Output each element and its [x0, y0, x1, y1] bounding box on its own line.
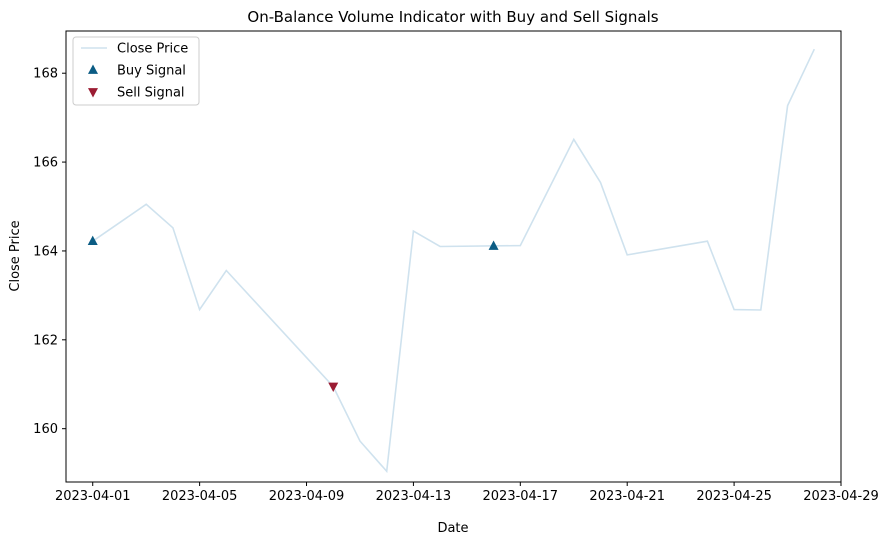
y-tick-label: 162 — [33, 333, 58, 348]
x-axis: 2023-04-01 2023-04-05 2023-04-09 2023-04-13… — [55, 482, 879, 504]
plot-area — [65, 30, 842, 483]
legend-box — [72, 36, 200, 106]
x-tick-label: 2023-04-21 — [589, 489, 665, 504]
y-tick-label: 160 — [33, 422, 58, 437]
plot-series — [87, 48, 816, 474]
buy-signal-marker — [87, 235, 98, 246]
legend-marker-swatch — [88, 64, 98, 74]
x-tick-label: 2023-04-01 — [55, 489, 131, 504]
close-price-line — [92, 48, 816, 474]
legend-label: Close Price — [117, 42, 188, 57]
y-tick-label: 168 — [33, 67, 58, 82]
x-tick-label: 2023-04-13 — [376, 489, 452, 504]
y-tick-label: 166 — [33, 156, 58, 171]
y-tick-label: 164 — [33, 244, 58, 259]
x-tick-label: 2023-04-25 — [696, 489, 772, 504]
x-tick-label: 2023-04-17 — [483, 489, 559, 504]
x-tick-label: 2023-04-05 — [162, 489, 238, 504]
y-axis: 160 162 164 166 168 — [33, 67, 66, 437]
legend: Close Price Buy Signal Sell Signal — [72, 36, 200, 106]
legend-label: Buy Signal — [117, 64, 186, 79]
x-tick-label: 2023-04-29 — [803, 489, 879, 504]
chart-title: On-Balance Volume Indicator with Buy and… — [247, 8, 658, 26]
y-axis-label: Close Price — [8, 220, 23, 291]
legend-marker-swatch — [88, 88, 98, 98]
legend-label: Sell Signal — [117, 86, 185, 101]
x-axis-label: Date — [437, 521, 468, 536]
x-tick-label: 2023-04-09 — [269, 489, 345, 504]
buy-signal-marker — [488, 240, 499, 250]
sell-signal-marker — [328, 382, 339, 392]
